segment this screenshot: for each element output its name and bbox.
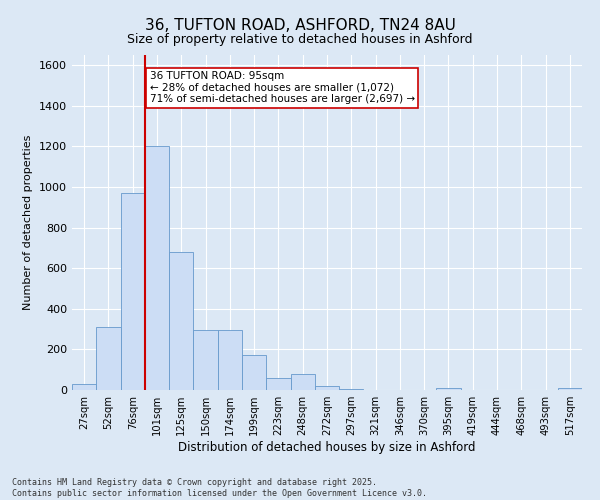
Bar (218, 330, 242, 390)
Bar (242, 356, 266, 390)
Bar (145, 146, 169, 390)
Bar (436, 388, 461, 390)
Bar (290, 374, 315, 390)
Text: Contains HM Land Registry data © Crown copyright and database right 2025.
Contai: Contains HM Land Registry data © Crown c… (12, 478, 427, 498)
Text: 36 TUFTON ROAD: 95sqm
← 28% of detached houses are smaller (1,072)
71% of semi-d: 36 TUFTON ROAD: 95sqm ← 28% of detached … (150, 71, 415, 104)
Text: Size of property relative to detached houses in Ashford: Size of property relative to detached ho… (127, 32, 473, 46)
Bar (121, 193, 145, 390)
Bar (266, 378, 290, 390)
Y-axis label: Number of detached properties: Number of detached properties (23, 135, 34, 310)
Text: 36, TUFTON ROAD, ASHFORD, TN24 8AU: 36, TUFTON ROAD, ASHFORD, TN24 8AU (145, 18, 455, 32)
Bar (169, 252, 193, 390)
Bar (96, 327, 121, 390)
Bar (315, 386, 339, 390)
Bar (193, 330, 218, 390)
Bar (558, 388, 582, 390)
Bar (72, 384, 96, 390)
X-axis label: Distribution of detached houses by size in Ashford: Distribution of detached houses by size … (178, 441, 476, 454)
Bar (339, 389, 364, 390)
